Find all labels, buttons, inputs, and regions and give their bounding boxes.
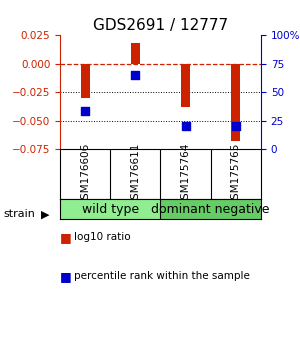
Text: dominant negative: dominant negative — [152, 203, 270, 216]
Bar — [231, 64, 240, 141]
Text: GSM176611: GSM176611 — [130, 142, 140, 206]
Bar — [60, 199, 160, 219]
Point — [183, 123, 188, 129]
Title: GDS2691 / 12777: GDS2691 / 12777 — [93, 18, 228, 33]
Text: GSM175765: GSM175765 — [231, 142, 241, 206]
Point — [133, 72, 138, 78]
Point — [83, 109, 88, 114]
Bar — [81, 64, 90, 98]
Point — [233, 123, 238, 129]
Text: percentile rank within the sample: percentile rank within the sample — [74, 271, 249, 281]
Text: strain: strain — [3, 209, 35, 219]
Bar — [181, 64, 190, 107]
Text: GSM175764: GSM175764 — [181, 142, 190, 206]
Text: ■: ■ — [60, 231, 72, 244]
Bar — [160, 199, 261, 219]
Bar — [131, 43, 140, 64]
Text: GSM176606: GSM176606 — [80, 142, 90, 206]
Text: ■: ■ — [60, 270, 72, 282]
Text: log10 ratio: log10 ratio — [74, 232, 130, 242]
Text: wild type: wild type — [82, 203, 139, 216]
Text: ▶: ▶ — [40, 209, 49, 219]
